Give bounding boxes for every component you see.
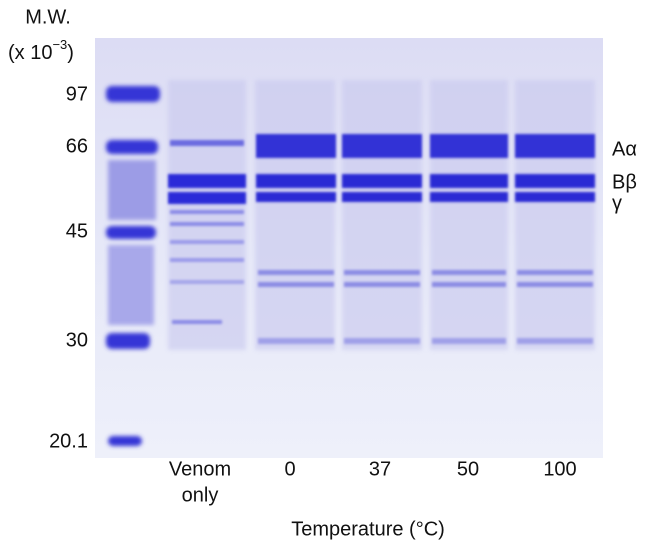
lane-bands [430,134,508,344]
mw-marker: 66 [66,135,88,157]
marker-bands [106,86,160,446]
lane-smears [168,80,595,350]
axis-title: Temperature (°C) [291,518,445,540]
lane-label: 50 [457,458,479,480]
band-label: γ [612,192,622,214]
band-label: Aα [612,138,637,160]
band-label: Bβ [612,171,637,193]
mw-marker: 97 [66,83,88,105]
mw-marker: 20.1 [49,430,88,452]
mw-unit-exponent: −3 [52,37,67,52]
lane-label: only [182,484,219,506]
lane-bands [515,134,595,344]
mw-unit-suffix: ) [67,42,74,64]
lane-bands [342,134,422,344]
mw-marker: 45 [66,220,88,242]
venom-bands [168,140,246,324]
mw-marker: 30 [66,329,88,351]
mw-unit: (x 10−3) [8,37,74,64]
lane-label: 0 [284,458,295,480]
lane-label: 100 [543,458,576,480]
lane-bands [256,134,336,344]
mw-unit-prefix: (x 10 [8,42,52,64]
mw-title: M.W. [25,6,71,28]
sample-bands [256,134,595,344]
lane-label: 37 [369,458,391,480]
lane-label: Venom [169,458,231,480]
